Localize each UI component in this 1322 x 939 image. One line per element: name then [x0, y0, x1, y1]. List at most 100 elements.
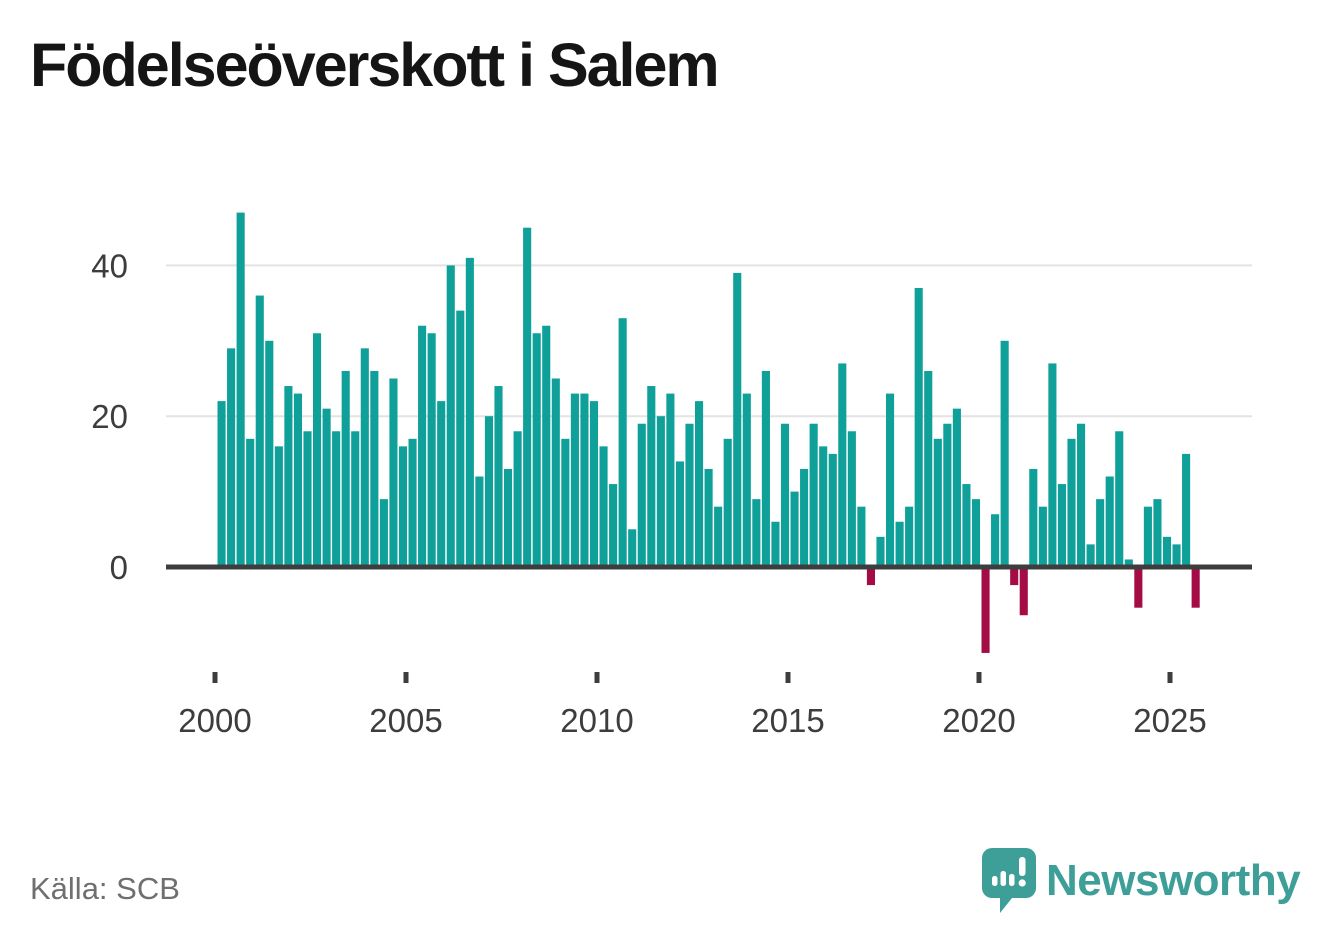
bar [609, 484, 618, 567]
bar [876, 536, 885, 567]
bar [1153, 499, 1162, 567]
bar [341, 370, 350, 567]
bar [628, 529, 637, 567]
bar [857, 506, 866, 567]
bar [465, 257, 474, 567]
source-note: Källa: SCB [30, 871, 180, 906]
bar-negative [1134, 568, 1143, 608]
bar [523, 227, 532, 567]
y-tick-label: 20 [91, 398, 128, 435]
bar [313, 333, 322, 567]
bar [905, 506, 914, 567]
bar [695, 401, 704, 567]
bar [265, 340, 274, 567]
bar [351, 431, 360, 567]
bar [370, 370, 379, 567]
bar [408, 438, 417, 567]
bar [551, 378, 560, 567]
bar [293, 393, 302, 567]
y-tick-label: 40 [91, 247, 128, 284]
bar [255, 295, 264, 567]
bar [561, 438, 570, 567]
bar [332, 431, 341, 567]
x-tick-label: 2015 [751, 702, 824, 739]
bar [704, 468, 713, 567]
bar [475, 476, 484, 567]
bar [1143, 506, 1152, 567]
bar [1105, 476, 1114, 567]
bar [886, 393, 895, 567]
bar [943, 423, 952, 567]
bar [666, 393, 675, 567]
bar [800, 468, 809, 567]
bar [847, 431, 856, 567]
bar [952, 408, 961, 567]
bar [675, 461, 684, 567]
bar [246, 438, 255, 567]
bar [742, 393, 751, 567]
bar [236, 212, 245, 567]
bar [895, 521, 904, 567]
bar [819, 446, 828, 567]
bar [1086, 544, 1095, 567]
bar [389, 378, 398, 567]
bar [838, 363, 847, 567]
bar [828, 453, 837, 567]
bar [1182, 453, 1191, 567]
bar [532, 333, 541, 567]
x-tick-label: 2025 [1133, 702, 1206, 739]
bar [752, 499, 761, 567]
bar [723, 438, 732, 567]
bar [303, 431, 312, 567]
bar [914, 288, 923, 567]
bar [685, 423, 694, 567]
bar [542, 325, 551, 567]
bar [1067, 438, 1076, 567]
bar [656, 416, 665, 567]
bar [771, 521, 780, 567]
x-tick-label: 2010 [560, 702, 633, 739]
bar [1124, 559, 1133, 567]
bar [484, 416, 493, 567]
bar [924, 370, 933, 567]
bar [589, 401, 599, 567]
bar [504, 468, 513, 567]
bar-negative [1010, 568, 1019, 586]
bar [971, 499, 981, 567]
bar [733, 272, 742, 567]
bar [1057, 484, 1066, 567]
bar [217, 401, 226, 567]
bar [933, 438, 942, 567]
bar [991, 514, 1000, 567]
bar [1162, 536, 1172, 567]
bar [962, 484, 971, 567]
y-tick-label: 0 [110, 549, 128, 586]
brand-logo: Newsworthy [982, 846, 1302, 916]
bar [1096, 499, 1105, 567]
bar-chart: 2000 2005 2010 2015 2020 2025 0 20 40 [91, 212, 1252, 739]
bar [580, 393, 589, 567]
bar [637, 423, 646, 567]
bar [780, 423, 790, 567]
bar [1115, 431, 1124, 567]
bar-negative [981, 568, 990, 653]
bar [618, 318, 627, 567]
speech-bubble-chart-icon [982, 848, 1036, 913]
bar [284, 386, 293, 567]
bar [446, 265, 455, 567]
x-tick-label: 2020 [942, 702, 1015, 739]
bar [274, 446, 283, 567]
bar [1029, 468, 1038, 567]
bar [714, 506, 723, 567]
bar [599, 446, 608, 567]
bar [437, 401, 446, 567]
bar-negative [866, 568, 875, 586]
brand-name: Newsworthy [1046, 856, 1301, 905]
bar [379, 499, 388, 567]
bar [1038, 506, 1047, 567]
bar [1000, 340, 1009, 567]
bar [513, 431, 522, 567]
bar [322, 408, 331, 567]
bar [456, 310, 465, 567]
